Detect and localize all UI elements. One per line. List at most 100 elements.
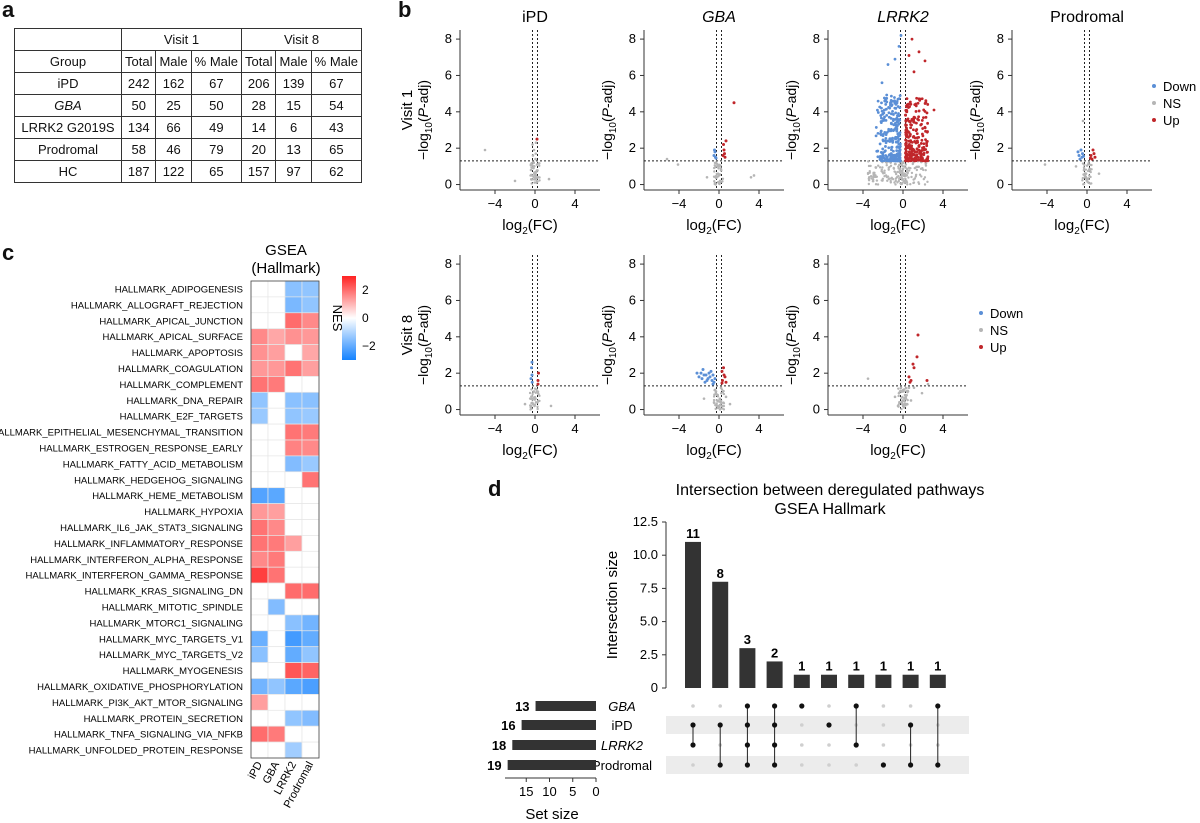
heatmap-row-label: HALLMARK_PROTEIN_SECRETION [84, 714, 244, 725]
y-tick-label: 12.5 [633, 514, 658, 529]
heatmap-cell [267, 630, 286, 648]
data-point-ns [538, 164, 541, 167]
data-point-ns [538, 399, 541, 403]
x-axis-label: log2(FC) [870, 442, 926, 462]
data-point-up [908, 134, 912, 138]
x-tick-label: 5 [569, 784, 576, 799]
data-point-down [893, 96, 896, 99]
legend-marker [979, 311, 983, 315]
data-point-up [905, 123, 908, 127]
y-tick-label: 4 [813, 329, 820, 344]
data-point-ns [904, 173, 908, 177]
heatmap-cell [284, 582, 303, 600]
y-tick-label: 8 [813, 31, 820, 46]
data-point-up [908, 159, 911, 162]
data-point-up [723, 152, 726, 156]
data-point-down [894, 159, 898, 163]
data-point-ns [531, 178, 534, 181]
data-point-ns [717, 167, 720, 170]
data-point-down [893, 106, 897, 110]
data-point-ns [888, 177, 891, 180]
data-point-ns [702, 397, 706, 400]
data-point-up [916, 117, 920, 121]
data-point-up [915, 128, 919, 131]
data-point-ns [714, 161, 718, 165]
intersection-bar [848, 674, 865, 688]
data-point-up [915, 139, 919, 143]
data-point-down [895, 145, 899, 149]
data-point-ns [914, 175, 918, 178]
data-point-up [722, 148, 726, 152]
data-point-ns [1087, 181, 1090, 185]
data-point-down [892, 123, 896, 127]
heatmap-cell [301, 328, 320, 345]
x-tick-label: 0 [899, 421, 906, 436]
data-point-ns [714, 407, 717, 411]
data-point-down [707, 371, 711, 375]
data-point-up [913, 136, 917, 140]
data-point-up [922, 116, 925, 120]
data-point-down [885, 96, 889, 100]
heatmap-cell [250, 550, 269, 568]
data-point-down [1078, 157, 1082, 161]
data-point-ns [718, 179, 722, 183]
heatmap-row-label: HALLMARK_MYOGENESIS [123, 666, 243, 677]
data-point-ns [523, 402, 527, 406]
matrix-dot-filled [908, 762, 914, 768]
data-point-down [895, 136, 899, 140]
heatmap-cell [301, 423, 320, 441]
table-header-cell: Male [275, 50, 312, 73]
legend-label: Down [1163, 79, 1196, 94]
data-point-down [889, 129, 893, 133]
data-point-up [905, 133, 909, 137]
data-point-down [699, 371, 703, 375]
data-point-ns [897, 165, 900, 168]
data-point-ns [534, 397, 537, 400]
data-point-ns [910, 171, 914, 175]
table-cell: 43 [310, 116, 363, 139]
table-cell: 187 [120, 160, 157, 183]
data-point-ns [720, 401, 723, 405]
heatmap-cell [284, 614, 303, 632]
x-tick-label: 0 [531, 196, 538, 211]
data-point-up [919, 123, 923, 127]
data-point-down [898, 144, 902, 148]
data-point-down [1082, 154, 1085, 158]
data-point-ns [883, 171, 886, 175]
heatmap-cell [301, 519, 320, 536]
data-point-up [925, 140, 929, 144]
data-point-ns [885, 164, 888, 167]
y-tick-label: 8 [445, 31, 452, 46]
data-point-up [906, 130, 910, 133]
data-point-ns [890, 177, 893, 180]
data-point-up [913, 140, 917, 143]
data-point-ns [901, 161, 904, 165]
data-point-up [910, 37, 914, 41]
data-point-ns [1097, 172, 1101, 175]
data-point-down [876, 131, 880, 135]
y-tick-label: 6 [445, 292, 452, 307]
data-point-ns [901, 403, 905, 406]
data-point-up [917, 148, 921, 152]
data-point-ns [536, 407, 539, 411]
data-point-down [713, 377, 717, 381]
data-point-ns [898, 400, 901, 404]
data-point-down [879, 120, 883, 123]
data-point-up [917, 135, 921, 139]
data-point-up [722, 366, 725, 370]
x-tick-label: 0 [1083, 196, 1090, 211]
data-point-ns [532, 148, 536, 152]
heatmap-cell [250, 423, 269, 441]
legend-marker [1152, 84, 1156, 88]
data-point-down [891, 149, 895, 153]
heatmap-cell [267, 741, 286, 759]
heatmap-cell [284, 296, 303, 314]
data-point-ns [722, 392, 726, 396]
data-point-ns [528, 391, 532, 395]
data-point-up [911, 362, 915, 366]
x-tick-label: 0 [715, 196, 722, 211]
heatmap-cell [267, 360, 286, 377]
heatmap-cell [301, 598, 320, 616]
data-point-ns [901, 399, 905, 402]
volcano-panel: 0 2 4 6 8 −4 0 4 log2(FC) −log10(P-adj) [415, 255, 600, 462]
